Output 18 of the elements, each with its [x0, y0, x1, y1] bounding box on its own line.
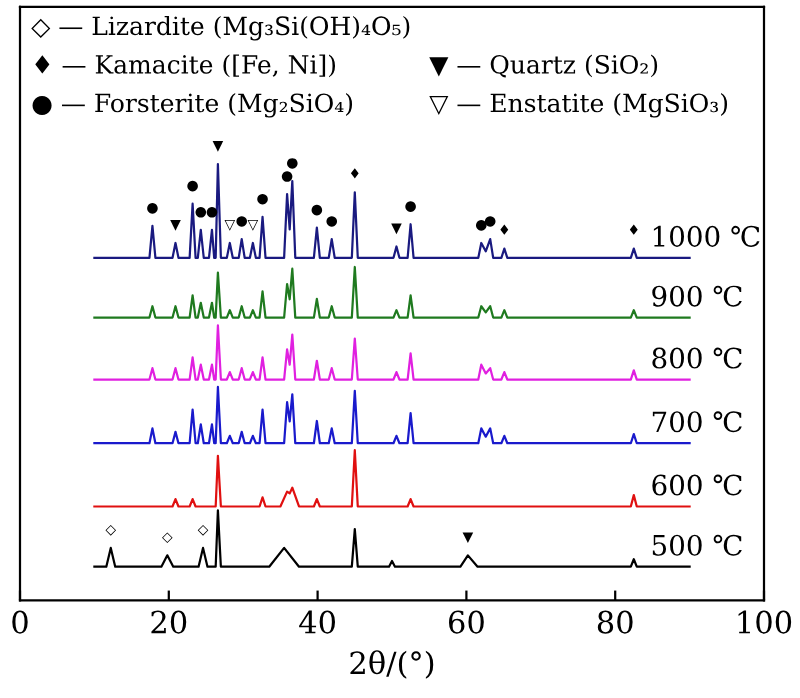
x-axis-title: 2θ/(°)	[350, 650, 434, 679]
series-label: 800 ℃	[652, 347, 742, 369]
text: ▽ — Enstatite (MgSiO₃)	[429, 93, 728, 118]
x-tick-label: 100	[738, 610, 792, 634]
x-tick-label: 40	[299, 610, 336, 634]
x-tick-label: 60	[449, 610, 484, 634]
series-label: 600 ℃	[652, 474, 742, 496]
x-tick-label: 20	[151, 610, 187, 634]
text: ● — Forsterite (Mg₂SiO₄)	[32, 93, 353, 118]
text: ▼ — Quartz (SiO₂)	[429, 54, 658, 78]
text: ♦ — Kamacite ([Fe, Ni])	[35, 54, 336, 78]
series-label: 500 ℃	[652, 534, 742, 556]
series-label: 1000 ℃	[653, 225, 760, 247]
series-label: 900 ℃	[652, 285, 742, 307]
text: ◇ — Lizardite (Mg₃Si(OH)₄O₅)	[31, 15, 410, 41]
x-tick-label: 0	[12, 610, 28, 634]
x-tick-label: 80	[597, 610, 633, 634]
series-label: 700 ℃	[652, 411, 742, 433]
